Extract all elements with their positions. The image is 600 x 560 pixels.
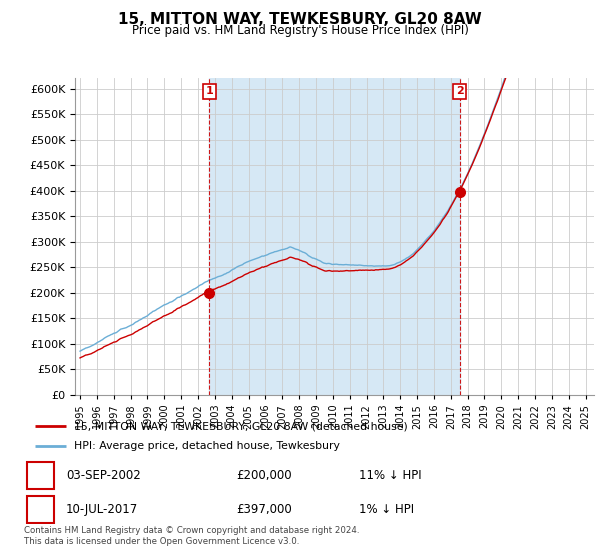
- Text: Price paid vs. HM Land Registry's House Price Index (HPI): Price paid vs. HM Land Registry's House …: [131, 24, 469, 36]
- Text: 15, MITTON WAY, TEWKESBURY, GL20 8AW (detached house): 15, MITTON WAY, TEWKESBURY, GL20 8AW (de…: [74, 421, 408, 431]
- Text: £397,000: £397,000: [236, 503, 292, 516]
- Text: 2: 2: [36, 503, 44, 516]
- Text: 15, MITTON WAY, TEWKESBURY, GL20 8AW: 15, MITTON WAY, TEWKESBURY, GL20 8AW: [118, 12, 482, 27]
- Text: HPI: Average price, detached house, Tewkesbury: HPI: Average price, detached house, Tewk…: [74, 441, 340, 451]
- Text: 1% ↓ HPI: 1% ↓ HPI: [359, 503, 414, 516]
- Text: 10-JUL-2017: 10-JUL-2017: [66, 503, 138, 516]
- Text: Contains HM Land Registry data © Crown copyright and database right 2024.
This d: Contains HM Land Registry data © Crown c…: [24, 526, 359, 546]
- Text: £200,000: £200,000: [236, 469, 292, 482]
- Text: 03-SEP-2002: 03-SEP-2002: [66, 469, 140, 482]
- Text: 1: 1: [36, 469, 44, 482]
- Text: 11% ↓ HPI: 11% ↓ HPI: [359, 469, 421, 482]
- Text: 2: 2: [455, 86, 463, 96]
- Bar: [27, 496, 53, 523]
- Bar: [209, 78, 460, 395]
- Bar: [27, 462, 53, 489]
- Text: 1: 1: [205, 86, 213, 96]
